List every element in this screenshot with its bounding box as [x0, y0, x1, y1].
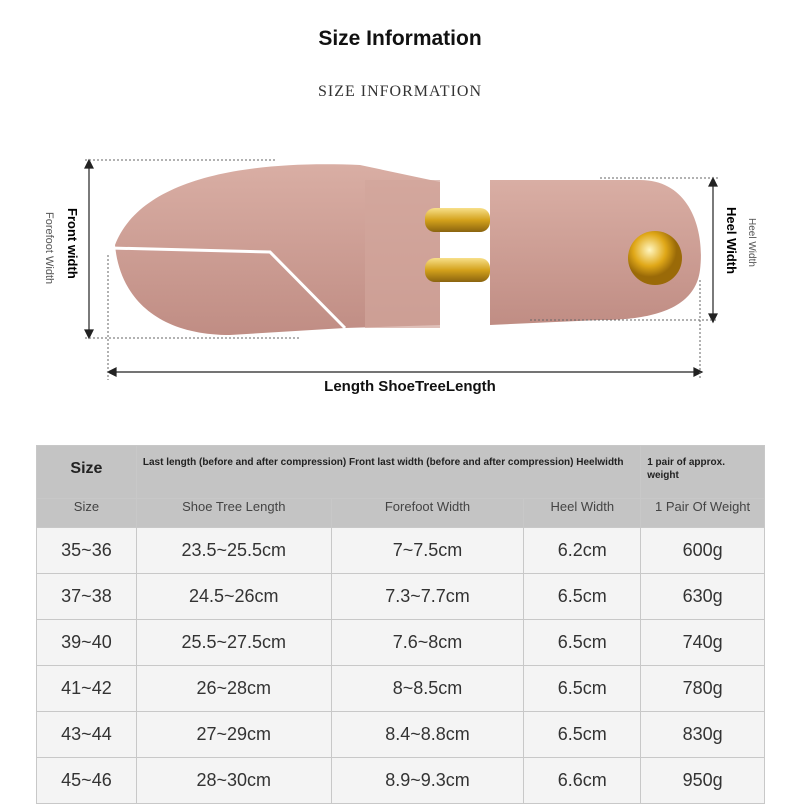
brass-rods — [425, 208, 490, 282]
table-cell: 23.5~25.5cm — [135, 527, 332, 574]
table-cell: 41~42 — [36, 665, 137, 712]
page-title: Size Information — [318, 27, 482, 50]
heel-width-sub-label: Heel Width — [746, 218, 757, 267]
table-cell: 8~8.5cm — [330, 665, 525, 712]
front-width-label: Front width — [65, 208, 80, 279]
page-subtitle: SIZE INFORMATION — [318, 83, 482, 100]
length-label: Length ShoeTreeLength — [324, 378, 496, 395]
column-header: Size — [36, 498, 137, 528]
table-cell: 740g — [640, 619, 765, 666]
table-row: 45~46 28~30cm 8.9~9.3cm 6.6cm 950g — [36, 757, 765, 804]
table-cell: 7.3~7.7cm — [330, 573, 525, 620]
header-combined: Last length (before and after compressio… — [135, 445, 642, 499]
forefoot-width-label: Forefoot Width — [43, 212, 55, 285]
header-weight: 1 pair of approx. weight — [640, 445, 765, 499]
table-cell: 25.5~27.5cm — [135, 619, 332, 666]
table-row: 43~44 27~29cm 8.4~8.8cm 6.5cm 830g — [36, 711, 765, 758]
table-cell: 830g — [640, 711, 765, 758]
table-cell: 630g — [640, 573, 765, 620]
table-cell: 6.2cm — [523, 527, 642, 574]
table-row: 41~42 26~28cm 8~8.5cm 6.5cm 780g — [36, 665, 765, 712]
front-part — [109, 164, 440, 335]
table-cell: 950g — [640, 757, 765, 804]
table-row: 37~38 24.5~26cm 7.3~7.7cm 6.5cm 630g — [36, 573, 765, 620]
table-row: 35~36 23.5~25.5cm 7~7.5cm 6.2cm 600g — [36, 527, 765, 574]
table-cell: 39~40 — [36, 619, 137, 666]
table-cell: 6.5cm — [523, 619, 642, 666]
table-cell: 6.6cm — [523, 757, 642, 804]
table-cell: 600g — [640, 527, 765, 574]
table-cell: 7.6~8cm — [330, 619, 525, 666]
table-cell: 28~30cm — [135, 757, 332, 804]
table-cell: 24.5~26cm — [135, 573, 332, 620]
heel-width-label: Heel Width — [724, 207, 739, 275]
table-cell: 8.4~8.8cm — [330, 711, 525, 758]
heel-part — [490, 180, 701, 325]
size-table: Size Last length (before and after compr… — [36, 445, 765, 804]
table-row: 39~40 25.5~27.5cm 7.6~8cm 6.5cm 740g — [36, 619, 765, 666]
table-cell: 27~29cm — [135, 711, 332, 758]
knob-icon — [628, 231, 682, 285]
table-cell: 6.5cm — [523, 573, 642, 620]
column-header: Forefoot Width — [330, 498, 525, 528]
table-cell: 6.5cm — [523, 711, 642, 758]
table-cell: 7~7.5cm — [330, 527, 525, 574]
table-cell: 6.5cm — [523, 665, 642, 712]
table-cell: 45~46 — [36, 757, 137, 804]
table-cell: 780g — [640, 665, 765, 712]
column-header: 1 Pair Of Weight — [640, 498, 765, 528]
shoe-tree-diagram — [84, 158, 718, 380]
table-cell: 8.9~9.3cm — [330, 757, 525, 804]
column-header: Heel Width — [523, 498, 642, 528]
table-cell: 37~38 — [36, 573, 137, 620]
table-cell: 35~36 — [36, 527, 137, 574]
column-header: Shoe Tree Length — [135, 498, 332, 528]
table-cell: 26~28cm — [135, 665, 332, 712]
table-cell: 43~44 — [36, 711, 137, 758]
header-size: Size — [36, 445, 137, 499]
